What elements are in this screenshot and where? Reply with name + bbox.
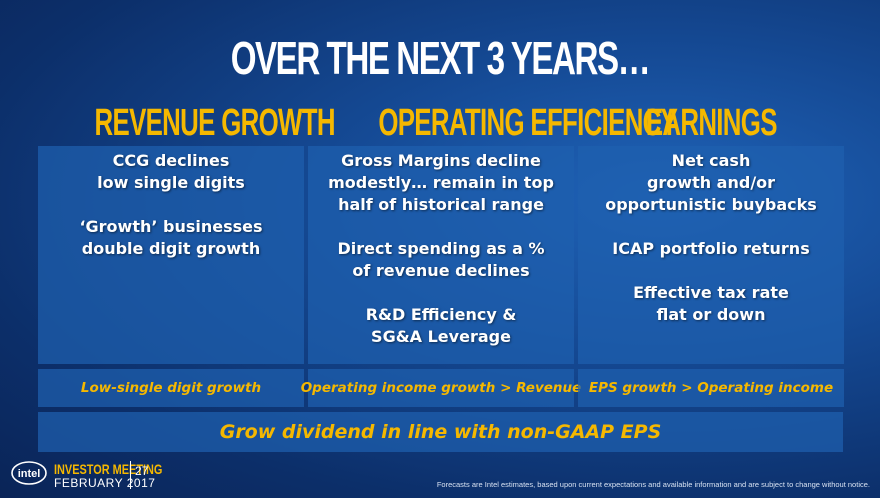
logo-text: intel: [18, 468, 41, 480]
divider: [130, 461, 131, 489]
disclaimer: Forecasts are Intel estimates, based upo…: [436, 480, 870, 489]
text-line: [578, 216, 844, 238]
text-line: [38, 194, 304, 216]
text-line: double digit growth: [81, 239, 261, 258]
text-line: Net cash: [671, 151, 751, 170]
text-line: ICAP portfolio returns: [612, 239, 810, 258]
text-line: ‘Growth’ businesses: [79, 217, 263, 236]
panel-earnings: Net cash growth and/or opportunistic buy…: [578, 146, 844, 364]
text-line: [308, 282, 574, 304]
event-date: FEBRUARY 2017: [54, 476, 156, 490]
intel-logo-icon: intel: [10, 457, 48, 489]
text-line: Effective tax rate: [633, 283, 789, 302]
panel-revenue-growth: CCG declines low single digits ‘Growth’ …: [38, 146, 304, 364]
text-line: SG&A Leverage: [371, 327, 511, 346]
text-line: low single digits: [97, 173, 245, 192]
text-line: R&D Efficiency &: [365, 305, 517, 324]
text-line: half of historical range: [338, 195, 544, 214]
text-line: modestly… remain in top: [328, 173, 554, 192]
panel-operating-efficiency: Gross Margins decline modestly… remain i…: [308, 146, 574, 364]
text-line: flat or down: [656, 305, 766, 324]
heading-operating-efficiency: OPERATING EFFICIENCY: [378, 102, 678, 144]
footer-revenue-growth: Low-single digit growth: [38, 369, 304, 407]
heading-earnings: EARNINGS: [645, 102, 778, 144]
footer-earnings: EPS growth > Operating income: [578, 369, 844, 407]
footer-operating-efficiency: Operating income growth > Revenue: [301, 369, 581, 407]
heading-revenue-growth: REVENUE GROWTH: [94, 102, 336, 144]
event-title: INVESTOR MEETING: [54, 461, 163, 477]
page-number: 27: [135, 464, 149, 478]
dividend-banner: Grow dividend in line with non-GAAP EPS: [38, 412, 843, 452]
text-line: Gross Margins decline: [341, 151, 541, 170]
text-line: CCG declines: [112, 151, 230, 170]
text-line: [308, 216, 574, 238]
slide-title: OVER THE NEXT 3 YEARS…: [230, 32, 651, 84]
text-line: growth and/or: [646, 173, 776, 192]
text-line: of revenue declines: [352, 261, 530, 280]
text-line: [578, 260, 844, 282]
text-line: opportunistic buybacks: [605, 195, 817, 214]
text-line: Direct spending as a %: [337, 239, 545, 258]
